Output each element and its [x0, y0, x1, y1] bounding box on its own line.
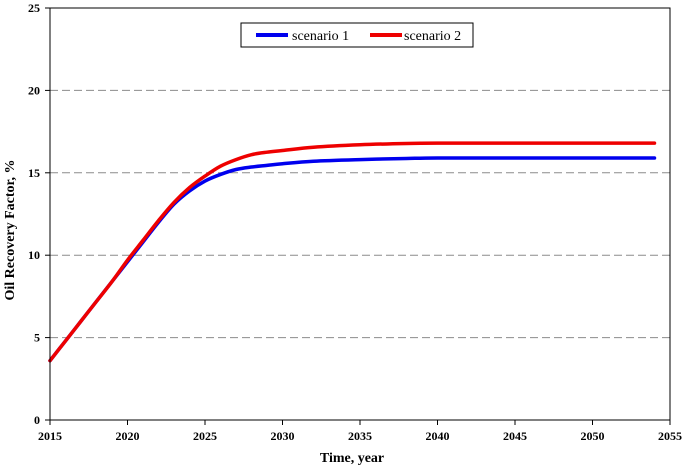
x-tick-label-2: 2025: [193, 429, 217, 443]
legend-label-scenario-2: scenario 2: [404, 29, 461, 44]
y-axis: 0 5 10 15 20 25: [28, 1, 50, 427]
y-tick-label-2: 10: [28, 248, 40, 262]
x-tick-label-7: 2050: [581, 429, 605, 443]
plot-frame: [49, 7, 671, 421]
series-line-scenario-2: [48, 141, 657, 363]
series-layer: [48, 141, 657, 363]
x-tick-label-5: 2040: [426, 429, 450, 443]
x-tick-label-6: 2045: [503, 429, 527, 443]
x-tick-label-8: 2055: [658, 429, 682, 443]
y-tick-label-5: 25: [28, 1, 40, 15]
legend-label-scenario-1: scenario 1: [292, 29, 349, 44]
legend: scenario 1 scenario 2: [240, 22, 474, 48]
x-tick-label-4: 2035: [348, 429, 372, 443]
y-tick-label-1: 5: [34, 331, 40, 345]
x-tick-label-1: 2020: [116, 429, 140, 443]
x-tick-label-0: 2015: [38, 429, 62, 443]
y-tick-label-4: 20: [28, 83, 40, 97]
y-axis-title: Oil Recovery Factor, %: [3, 160, 18, 301]
x-tick-label-3: 2030: [271, 429, 295, 443]
series-line-scenario-1: [48, 156, 657, 363]
x-axis: 2015 2020 2025 2030 2035 2040 2045 2050 2055: [38, 420, 682, 443]
x-axis-title: Time, year: [320, 451, 384, 466]
grid-lines: [50, 89, 670, 339]
y-tick-label-3: 15: [28, 166, 40, 180]
y-tick-label-0: 0: [34, 413, 40, 427]
